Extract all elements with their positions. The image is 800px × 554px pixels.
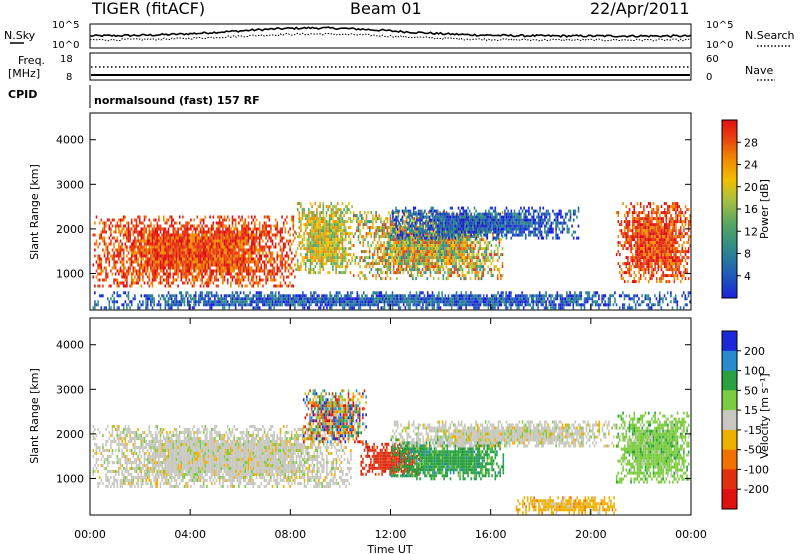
velocity-cb-label-2: 50	[744, 384, 758, 397]
xtick-label-3: 12:00	[375, 528, 407, 541]
velocity-cb-label-1: 100	[744, 365, 765, 378]
power-colorbar	[721, 119, 738, 299]
noise-sky-trace	[89, 26, 692, 38]
power-colorbar-label: Power [dB]	[758, 179, 771, 239]
power-cb-label-3: 16	[744, 203, 758, 216]
power-ytick-label-3: 4000	[56, 134, 84, 147]
velocity-cb-seg-3	[722, 390, 737, 411]
freq-right-tick-top: 60	[706, 54, 719, 65]
velocity-ytick-label-1: 2000	[56, 428, 84, 441]
xtick-label-5: 20:00	[575, 528, 607, 541]
noise-sky-label: N.Sky	[4, 29, 36, 42]
velocity-y-axis: 1000 2000 3000 4000	[56, 339, 691, 485]
velocity-region-4	[390, 420, 617, 448]
xtick-label-1: 04:00	[174, 528, 206, 541]
xtick-label-6: 00:00	[675, 528, 707, 541]
power-region-5	[92, 291, 691, 310]
beam-label: Beam 01	[350, 0, 422, 18]
power-cb-label-5: 24	[744, 159, 758, 172]
power-cb-label-1: 8	[744, 248, 751, 261]
velocity-region-6	[615, 411, 691, 484]
power-ytick-label-2: 3000	[56, 178, 84, 191]
noise-left-tick-top: 10^5	[52, 20, 79, 31]
freq-unit-label: [MHz]	[8, 67, 40, 80]
power-region-0	[92, 215, 296, 288]
freq-left-tick-top: 18	[60, 54, 73, 65]
velocity-cb-seg-5	[722, 429, 737, 451]
xtick-label-0: 00:00	[74, 528, 106, 541]
power-cb-label-2: 12	[744, 225, 758, 238]
cpid-label: CPID	[8, 88, 37, 101]
nave-label: Nave	[745, 64, 773, 77]
velocity-ytick-label-2: 3000	[56, 383, 84, 396]
power-cb-label-0: 4	[744, 270, 751, 283]
radar-title: TIGER (fitACF)	[91, 0, 205, 18]
velocity-cb-label-5: -50	[744, 444, 762, 457]
velocity-colorbar-label: Velocity [m s⁻¹]	[758, 373, 771, 458]
velocity-colorbar	[722, 331, 737, 510]
time-x-axis: 00:00 04:00 08:00 12:00 16:00 20:00 00:00	[74, 304, 707, 541]
noise-traces	[89, 26, 692, 42]
velocity-colorbar-frame	[721, 330, 738, 510]
velocity-cb-label-4: -15	[744, 424, 762, 437]
cpid-value: normalsound (fast) 157 RF	[94, 94, 260, 107]
power-cb-label-4: 20	[744, 181, 758, 194]
xtick-label-2: 08:00	[274, 528, 306, 541]
velocity-region-3	[390, 438, 505, 481]
velocity-heatmap	[92, 389, 691, 515]
velocity-region-0	[92, 425, 354, 488]
freq-right-tick-bottom: 0	[706, 72, 712, 83]
power-cb-label-6: 28	[744, 136, 758, 149]
velocity-cb-label-7: -200	[744, 483, 769, 496]
velocity-cb-seg-6	[722, 449, 737, 470]
power-colorbar-ticks: 4 8 12 16 20 24 28	[737, 136, 758, 283]
power-heatmap	[92, 202, 691, 310]
xtick-label-4: 16:00	[475, 528, 507, 541]
velocity-cb-seg-8	[722, 489, 737, 510]
velocity-cb-label-3: 15	[744, 404, 758, 417]
power-panel-frame	[89, 112, 692, 311]
velocity-cb-label-0: 200	[744, 345, 765, 358]
velocity-y-axis-label: Slant Range [km]	[28, 368, 41, 464]
velocity-cb-seg-7	[722, 469, 737, 490]
velocity-ytick-label-3: 4000	[56, 339, 84, 352]
noise-search-label: N.Search	[745, 29, 795, 42]
power-region-3	[390, 206, 580, 240]
power-y-axis-label: Slant Range [km]	[28, 164, 41, 260]
power-ytick-label-1: 2000	[56, 223, 84, 236]
power-y-axis: 1000 2000 3000 4000	[56, 134, 691, 280]
velocity-colorbar-ticks: 200 100 50 15 -15 -50 -100 -200	[737, 345, 769, 496]
velocity-cb-seg-0	[722, 331, 737, 352]
power-region-1	[295, 202, 353, 275]
velocity-cb-seg-4	[722, 410, 737, 431]
power-region-4	[615, 202, 691, 284]
velocity-cb-label-6: -100	[744, 463, 769, 476]
velocity-panel-frame	[89, 317, 692, 516]
noise-right-tick-top: 10^5	[706, 20, 733, 31]
freq-panel-frame	[89, 52, 692, 81]
velocity-region-5	[515, 496, 617, 515]
velocity-cb-seg-2	[722, 370, 737, 391]
time-x-axis-label: Time UT	[366, 543, 412, 554]
noise-right-tick-bottom: 10^0	[706, 40, 733, 51]
power-ytick-label-0: 1000	[56, 267, 84, 280]
freq-label: Freq.	[18, 54, 45, 67]
velocity-region-1	[302, 389, 367, 444]
velocity-cb-seg-1	[722, 350, 737, 372]
date-label: 22/Apr/2011	[590, 0, 690, 18]
noise-left-tick-bottom: 10^0	[52, 40, 79, 51]
velocity-ytick-label-0: 1000	[56, 472, 84, 485]
freq-left-tick-bottom: 8	[66, 72, 72, 83]
noise-search-trace	[89, 32, 692, 42]
